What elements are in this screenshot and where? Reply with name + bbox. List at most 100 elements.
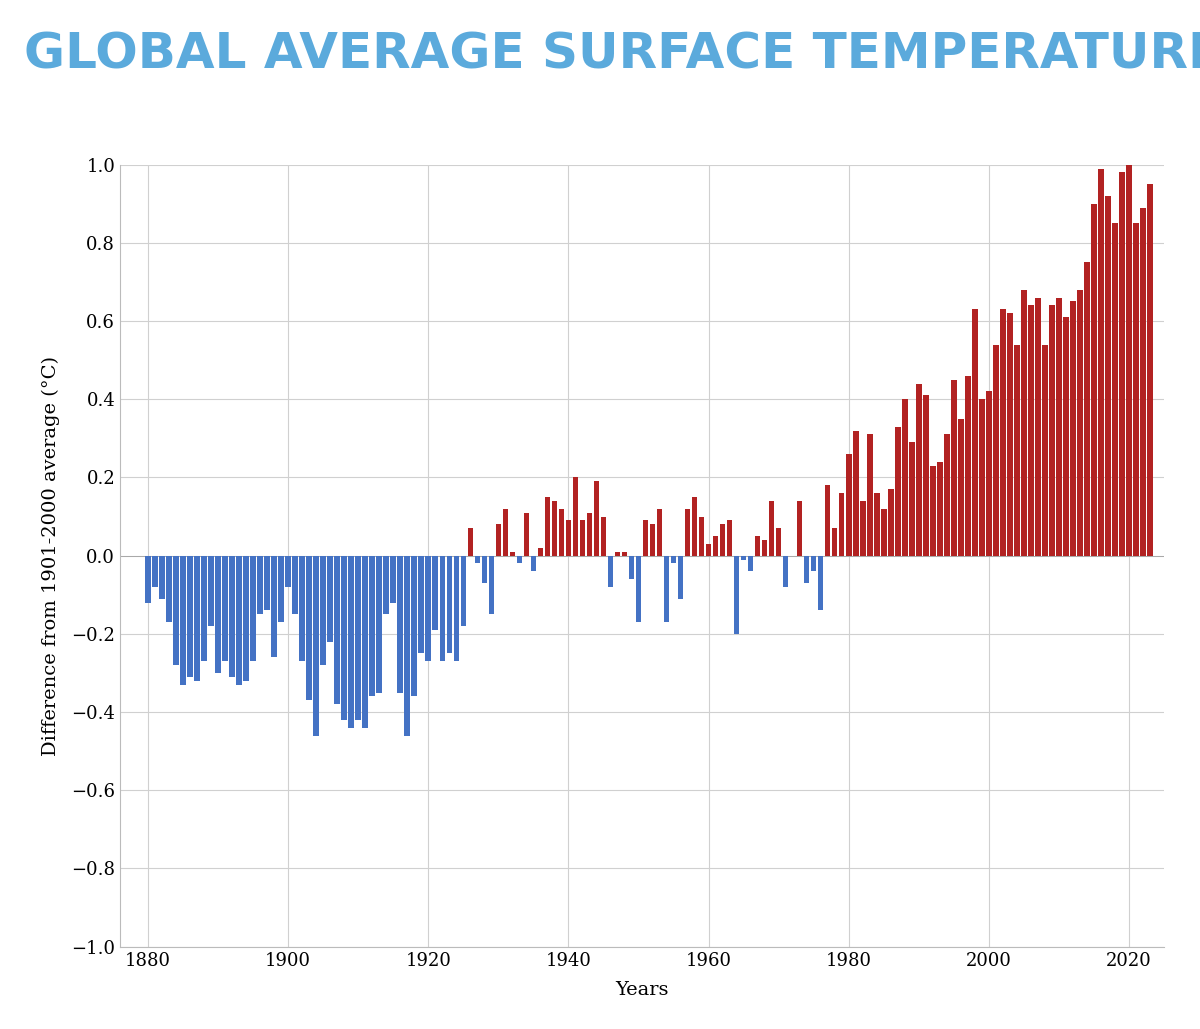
Bar (1140, 208, 1146, 556)
Bar (614, 552, 620, 556)
Bar (748, 556, 754, 571)
Bar (664, 556, 670, 623)
Bar (908, 442, 914, 556)
Bar (944, 434, 949, 556)
Bar (860, 501, 865, 556)
Bar (1036, 297, 1040, 556)
Bar (384, 556, 389, 614)
Bar (257, 556, 263, 614)
Bar (866, 434, 872, 556)
Bar (404, 556, 410, 736)
Bar (733, 556, 739, 634)
Bar (454, 556, 460, 662)
Bar (432, 556, 438, 630)
Bar (362, 556, 368, 728)
Bar (306, 556, 312, 701)
Bar (461, 556, 466, 626)
Bar (958, 419, 964, 556)
Bar (818, 556, 823, 610)
Bar (313, 556, 319, 736)
Bar (902, 399, 907, 556)
Bar (916, 384, 922, 556)
Bar (572, 477, 578, 556)
Bar (755, 536, 761, 556)
Bar (439, 556, 445, 662)
Bar (278, 556, 284, 623)
Bar (516, 556, 522, 564)
Bar (1000, 310, 1006, 556)
Bar (209, 556, 214, 626)
Bar (965, 376, 971, 556)
Bar (348, 556, 354, 728)
Bar (481, 556, 487, 583)
Bar (629, 556, 635, 579)
Bar (264, 556, 270, 610)
Bar (874, 493, 880, 556)
Bar (656, 508, 662, 556)
Bar (1120, 173, 1124, 556)
Bar (706, 544, 712, 556)
Bar (832, 528, 838, 556)
Bar (545, 497, 551, 556)
Bar (559, 508, 564, 556)
Bar (286, 556, 290, 587)
Bar (236, 556, 242, 684)
Bar (594, 482, 599, 556)
Bar (636, 556, 641, 623)
Bar (853, 430, 858, 556)
Bar (1147, 184, 1153, 556)
Bar (994, 345, 998, 556)
Bar (244, 556, 248, 681)
Bar (328, 556, 334, 642)
Bar (468, 528, 473, 556)
Bar (888, 489, 894, 556)
Bar (419, 556, 424, 653)
Bar (846, 454, 852, 556)
Bar (678, 556, 683, 599)
Bar (370, 556, 376, 697)
Bar (713, 536, 719, 556)
Bar (580, 521, 586, 556)
Text: GLOBAL AVERAGE SURFACE TEMPERATURE: GLOBAL AVERAGE SURFACE TEMPERATURE (24, 31, 1200, 79)
Bar (685, 508, 690, 556)
Bar (1063, 317, 1069, 556)
Bar (643, 521, 648, 556)
Bar (538, 547, 544, 556)
Bar (587, 512, 593, 556)
Bar (152, 556, 158, 587)
Bar (937, 462, 942, 556)
Bar (1084, 262, 1090, 556)
Bar (797, 501, 803, 556)
Bar (930, 466, 936, 556)
Bar (1021, 290, 1027, 556)
Bar (1014, 345, 1020, 556)
Bar (727, 521, 732, 556)
Bar (251, 556, 256, 662)
Bar (811, 556, 816, 571)
Bar (397, 556, 403, 693)
Bar (167, 556, 172, 623)
Bar (530, 556, 536, 571)
Bar (769, 501, 774, 556)
Bar (1028, 306, 1033, 556)
Bar (1070, 301, 1075, 556)
Bar (335, 556, 340, 704)
Bar (1042, 345, 1048, 556)
Bar (1126, 165, 1132, 556)
Bar (839, 493, 845, 556)
Bar (740, 556, 746, 560)
Bar (390, 556, 396, 603)
Bar (691, 497, 697, 556)
Bar (377, 556, 382, 693)
Bar (762, 540, 768, 556)
Bar (194, 556, 200, 681)
Bar (824, 486, 830, 556)
Bar (229, 556, 235, 677)
Bar (523, 512, 529, 556)
Bar (1091, 204, 1097, 556)
Bar (607, 556, 613, 587)
Bar (601, 517, 606, 556)
Bar (446, 556, 452, 653)
Bar (720, 525, 725, 556)
Bar (1112, 223, 1117, 556)
